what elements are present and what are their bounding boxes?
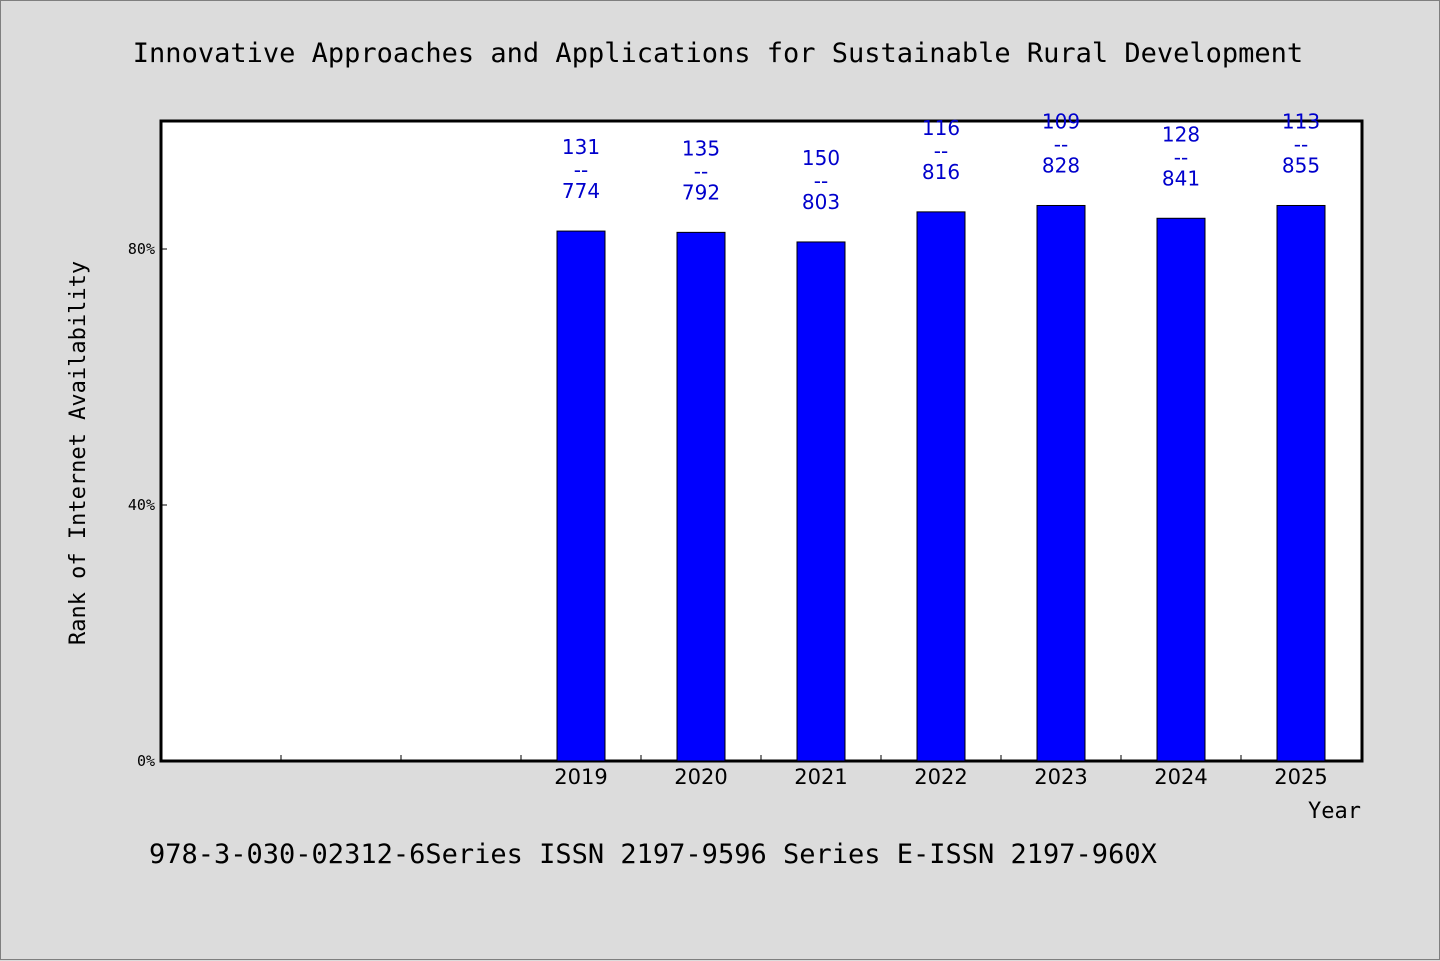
data-label-top: 113 (1282, 109, 1320, 133)
y-tick-label: 40% (128, 496, 155, 514)
bar-2024 (1156, 217, 1206, 762)
bars-group (556, 204, 1326, 762)
data-label-top: 150 (802, 146, 840, 170)
bar-2022 (916, 211, 966, 762)
data-label-top: 116 (922, 116, 960, 140)
data-label-bottom: 816 (922, 160, 960, 184)
data-label-bottom: 792 (682, 180, 720, 204)
x-axis-label: Year (1308, 799, 1361, 824)
footer-isbn: 978-3-030-02312-6Series ISSN 2197-9596 S… (149, 839, 1157, 870)
data-label-top: 135 (682, 136, 720, 160)
x-tick-label: 2019 (554, 765, 607, 789)
data-labels-group: 774--131792--135803--150816--116828--109… (562, 109, 1320, 213)
data-label-sep: -- (814, 169, 828, 193)
x-tick-label: 2025 (1274, 765, 1327, 789)
data-label-bottom: 855 (1282, 153, 1320, 177)
x-tick-label: 2022 (914, 765, 967, 789)
data-label-top: 109 (1042, 109, 1080, 133)
data-label-sep: -- (1054, 132, 1068, 156)
x-tick-label: 2023 (1034, 765, 1087, 789)
bar-2020 (676, 231, 726, 762)
y-axis-label: Rank of Internet Availability (66, 261, 91, 645)
data-label-sep: -- (574, 158, 588, 182)
data-label-sep: -- (694, 159, 708, 183)
data-label-bottom: 774 (562, 179, 600, 203)
data-label-bottom: 828 (1042, 153, 1080, 177)
y-axis: 0% 40% 80% (128, 240, 167, 770)
data-label-top: 131 (562, 135, 600, 159)
x-axis: 2019 2020 2021 2022 2023 2024 2025 (280, 755, 1362, 789)
bar-2025 (1276, 204, 1326, 762)
bar-2023 (1036, 204, 1086, 762)
chart-title: Innovative Approaches and Applications f… (133, 38, 1303, 69)
x-tick-label: 2020 (674, 765, 727, 789)
x-tick-label: 2021 (794, 765, 847, 789)
bar-2019 (556, 230, 606, 762)
x-tick-label: 2024 (1154, 765, 1207, 789)
bar-2021 (796, 241, 846, 762)
y-tick-label: 0% (137, 752, 155, 770)
data-label-sep: -- (1294, 132, 1308, 156)
data-label-top: 128 (1162, 122, 1200, 146)
data-label-bottom: 841 (1162, 166, 1200, 190)
data-label-bottom: 803 (802, 190, 840, 214)
y-tick-label: 80% (128, 240, 155, 258)
data-label-sep: -- (1174, 145, 1188, 169)
data-label-sep: -- (934, 139, 948, 163)
